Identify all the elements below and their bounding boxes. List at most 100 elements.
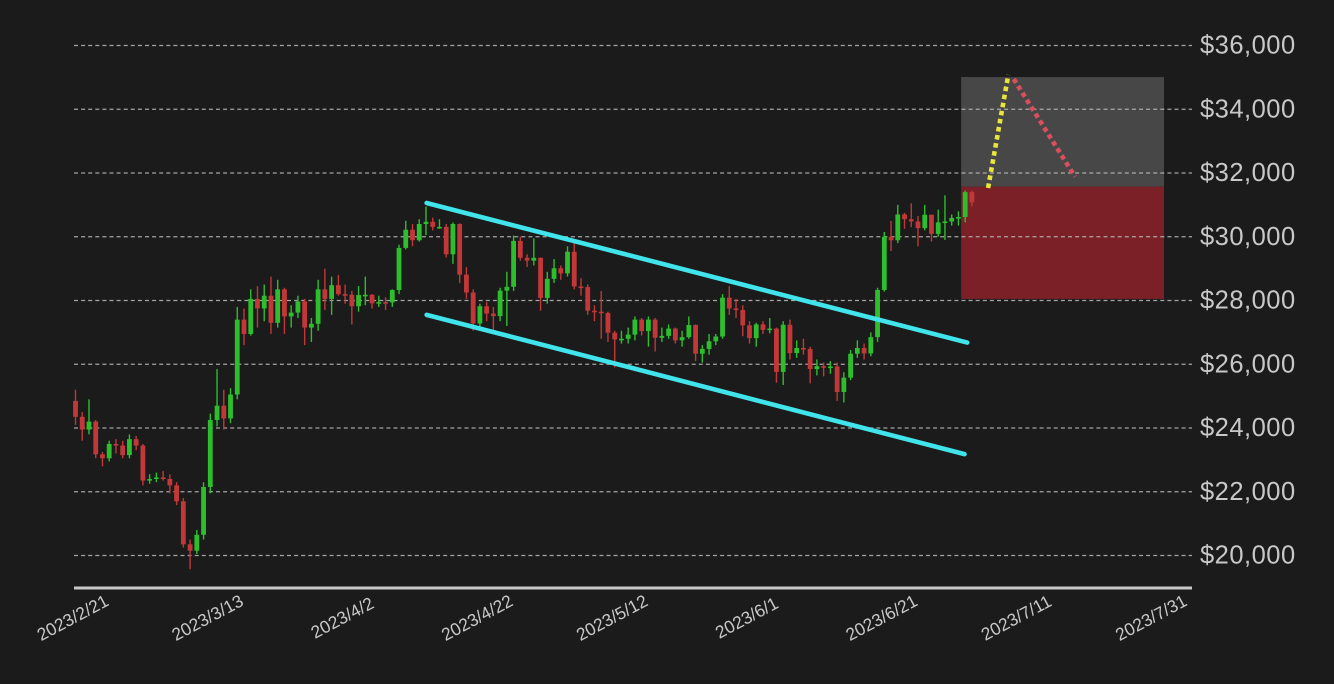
candle-2023-4-22	[477, 303, 483, 328]
candle-body	[79, 416, 85, 430]
candle-body	[807, 348, 813, 370]
candle-2023-3-22	[268, 276, 274, 334]
candle-body	[881, 236, 887, 290]
candle-body	[935, 222, 941, 234]
candle-body	[827, 366, 833, 369]
candle-body	[511, 240, 516, 287]
candle-2023-2-24	[93, 420, 99, 459]
candle-body	[551, 268, 557, 279]
candle-2023-3-6	[160, 471, 166, 481]
candle-body	[410, 229, 415, 241]
candle-body	[578, 286, 584, 289]
candle-2023-5-11	[605, 311, 611, 342]
candle-2023-2-21	[73, 389, 78, 425]
candle-2023-3-5	[153, 472, 159, 483]
candle-2023-4-20	[464, 267, 469, 299]
candle-body	[214, 405, 220, 421]
candle-body	[187, 544, 193, 551]
candle-2023-3-25	[288, 305, 294, 328]
candle-body	[369, 294, 375, 304]
candle-2023-6-10	[807, 346, 813, 384]
candle-body	[309, 323, 314, 328]
candle-body	[929, 214, 934, 234]
candle-2023-3-29	[315, 279, 321, 331]
candle-body	[376, 302, 382, 304]
candle-body	[457, 224, 463, 275]
candle-2023-4-28	[517, 236, 523, 261]
price-label: $36,000	[1200, 32, 1296, 60]
candle-body	[895, 214, 901, 241]
candle-2023-5-25	[699, 345, 705, 363]
candle-body	[167, 479, 173, 486]
candle-body	[140, 445, 146, 481]
candle-body	[133, 439, 139, 446]
candle-body	[747, 325, 752, 339]
candle-2023-6-23	[895, 204, 901, 244]
candle-2023-4-4	[356, 286, 361, 312]
candle-2023-4-10	[396, 244, 402, 295]
projection-lines	[985, 74, 1077, 189]
candle-2023-3-24	[282, 287, 287, 334]
candle-body	[389, 289, 395, 303]
candle-2023-6-11	[814, 359, 820, 376]
price-label: $26,000	[1200, 350, 1296, 378]
channel-upper-line	[424, 200, 970, 345]
candle-body	[821, 366, 827, 368]
candle-2023-4-24	[490, 306, 496, 334]
candle-2023-6-8	[794, 340, 800, 358]
candle-2023-5-26	[706, 333, 712, 355]
candle-body	[160, 477, 166, 480]
candle-body	[497, 290, 503, 317]
candle-body	[180, 501, 186, 545]
candle-2023-4-14	[423, 206, 429, 236]
candle-body	[969, 192, 975, 203]
candle-2023-2-22	[79, 412, 85, 441]
candle-2023-2-27	[113, 439, 119, 454]
candle-body	[450, 224, 456, 255]
candle-2023-6-9	[801, 338, 806, 355]
candle-body	[329, 285, 335, 299]
candle-body	[127, 439, 132, 456]
candle-body	[868, 337, 874, 354]
candle-2023-2-28	[120, 440, 126, 459]
candle-2023-6-18	[861, 343, 867, 360]
candle-body	[956, 216, 961, 219]
channel-lower-line	[424, 312, 967, 457]
candle-2023-5-22	[679, 330, 685, 347]
candle-body	[774, 328, 779, 372]
candle-2023-6-27	[922, 204, 928, 231]
candle-2023-4-17	[443, 224, 449, 258]
candle-2023-3-13	[207, 413, 213, 494]
candle-body	[585, 287, 591, 311]
candle-2023-7-2	[956, 211, 961, 226]
candle-2023-4-19	[457, 223, 463, 283]
candle-2023-6-14	[834, 362, 840, 401]
candle-2023-6-16	[848, 349, 853, 381]
candle-body	[437, 226, 442, 229]
candle-2023-3-26	[295, 295, 301, 319]
candle-body	[706, 341, 712, 349]
candle-2023-3-2	[133, 435, 139, 451]
candle-body	[558, 268, 564, 274]
candle-body	[295, 301, 301, 313]
candle-2023-5-14	[625, 327, 631, 344]
candle-2023-5-13	[619, 330, 624, 344]
candle-2023-3-28	[309, 318, 314, 342]
candle-body	[403, 229, 409, 248]
candle-body	[490, 313, 496, 317]
candle-body	[942, 221, 948, 224]
candle-body	[504, 286, 510, 291]
candle-body	[962, 192, 968, 217]
candle-body	[261, 295, 267, 309]
candle-2023-7-1	[949, 214, 955, 226]
candle-2023-3-16	[228, 388, 233, 424]
candle-body	[430, 221, 436, 227]
candle-2023-6-13	[827, 361, 833, 374]
candle-body	[612, 332, 618, 340]
candle-body	[652, 319, 658, 338]
candle-body	[147, 479, 153, 481]
candle-2023-3-18	[241, 308, 247, 346]
candle-2023-3-8	[174, 482, 179, 506]
candle-body	[174, 485, 179, 502]
